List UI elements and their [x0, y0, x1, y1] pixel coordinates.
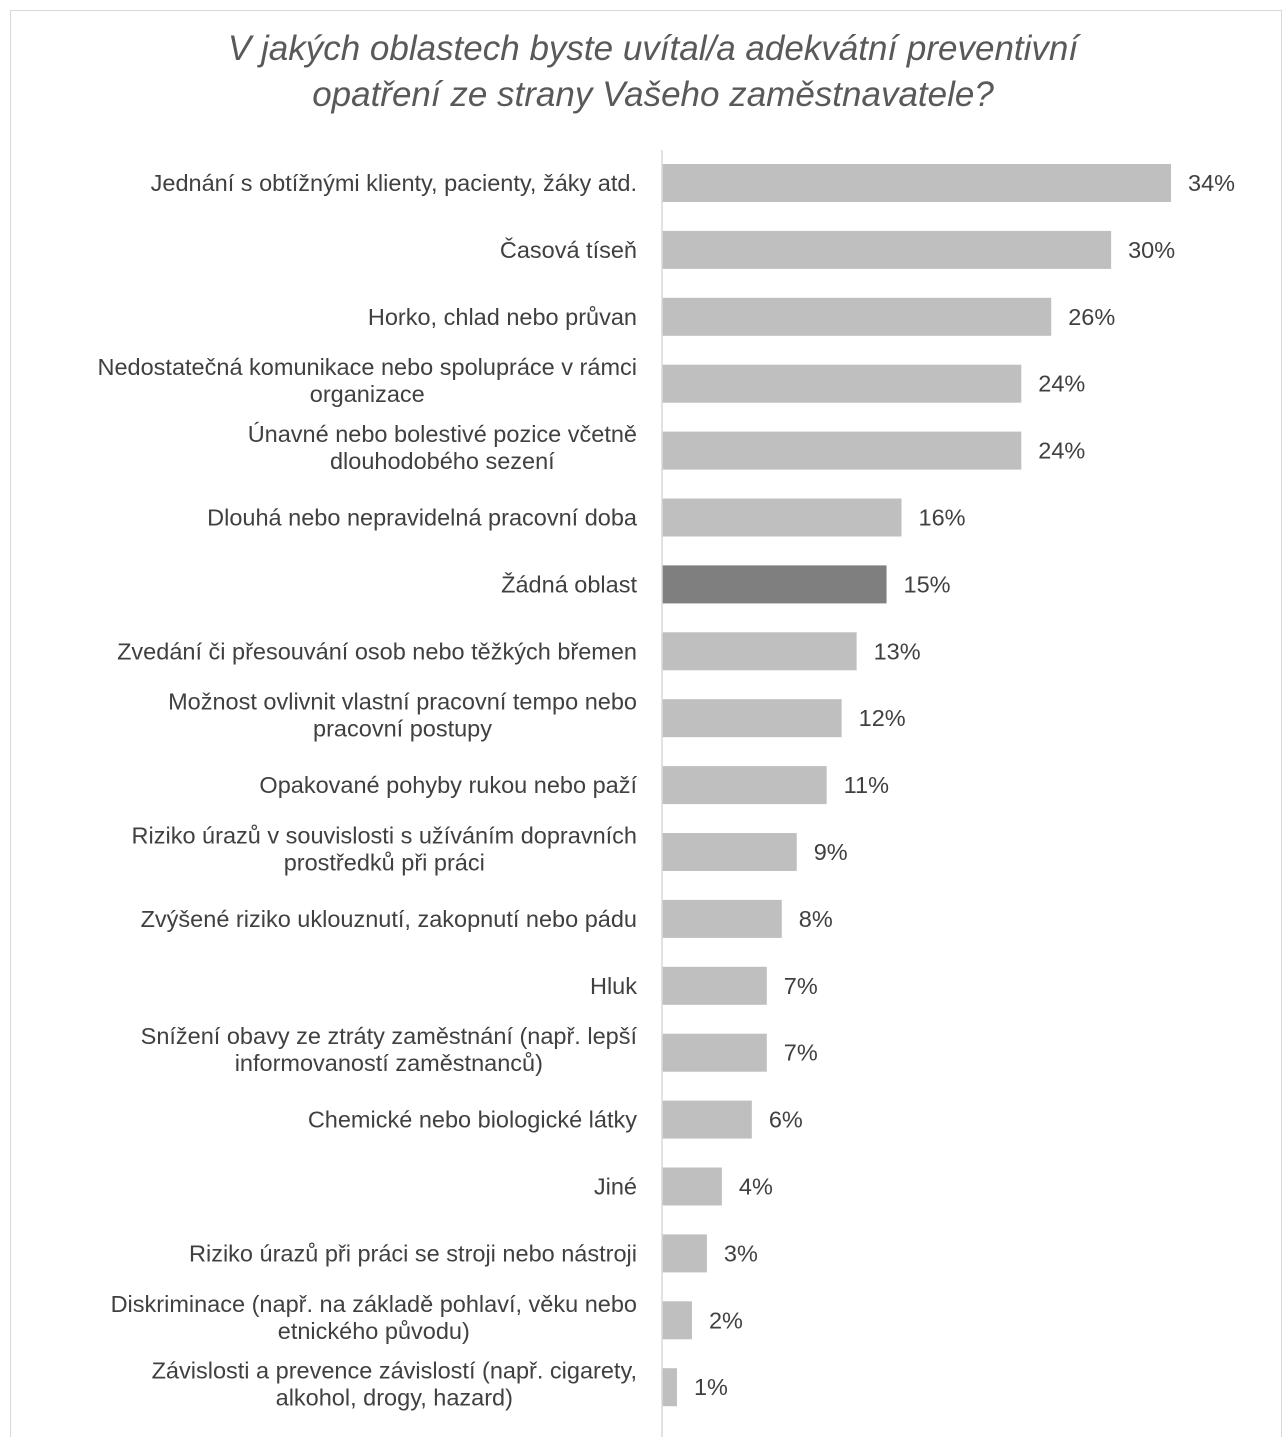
value-label-6: 15% — [904, 571, 951, 597]
value-label-16: 3% — [724, 1240, 758, 1266]
value-label-13: 7% — [784, 1040, 818, 1066]
bar-11 — [662, 900, 782, 938]
bar-7 — [662, 632, 857, 670]
bars-layer — [662, 164, 1171, 1406]
category-label-13-line-0: Snížení obavy ze ztráty zaměstnání (např… — [141, 1023, 638, 1049]
value-label-15: 4% — [739, 1174, 773, 1200]
bar-6 — [662, 565, 887, 603]
value-label-9: 11% — [844, 772, 889, 798]
bar-3 — [662, 365, 1021, 403]
value-label-18: 1% — [694, 1374, 728, 1400]
bar-18 — [662, 1368, 677, 1406]
category-label-3-line-1: organizace — [310, 381, 425, 407]
category-labels: Jednání s obtížnými klienty, pacienty, ž… — [98, 170, 638, 1411]
category-label-3-line-0: Nedostatečná komunikace nebo spolupráce … — [98, 354, 638, 380]
value-label-8: 12% — [859, 705, 906, 731]
category-label-13-line-1: informovaností zaměstnanců) — [235, 1050, 543, 1076]
value-label-10: 9% — [814, 839, 848, 865]
category-label-10-line-1: prostředků při práci — [284, 850, 485, 876]
category-label-17-line-0: Diskriminace (např. na základě pohlaví, … — [111, 1291, 637, 1317]
category-label-1: Časová tíseň — [500, 236, 637, 263]
category-label-16: Riziko úrazů při práci se stroji nebo ná… — [189, 1240, 637, 1266]
value-label-1: 30% — [1128, 237, 1175, 263]
bar-15 — [662, 1168, 722, 1206]
value-label-11: 8% — [799, 906, 833, 932]
category-label-14: Chemické nebo biologické látky — [308, 1107, 637, 1133]
category-label-17-line-1: etnického původu) — [278, 1318, 470, 1344]
value-label-17: 2% — [709, 1307, 743, 1333]
bar-10 — [662, 833, 797, 871]
value-label-7: 13% — [874, 638, 921, 664]
category-label-8-line-1: pracovní postupy — [313, 716, 492, 742]
bar-4 — [662, 432, 1021, 470]
category-label-6: Žádná oblast — [501, 571, 637, 597]
bar-8 — [662, 699, 842, 737]
bar-1 — [662, 231, 1111, 269]
category-label-2: Horko, chlad nebo průvan — [368, 304, 637, 330]
value-label-2: 26% — [1068, 304, 1115, 330]
bar-0 — [662, 164, 1171, 202]
bar-16 — [662, 1234, 707, 1272]
value-label-5: 16% — [919, 505, 966, 531]
category-label-18-line-1: alkohol, drogy, hazard) — [276, 1385, 513, 1411]
bar-13 — [662, 1034, 767, 1072]
bar-9 — [662, 766, 827, 804]
category-label-15: Jiné — [594, 1174, 637, 1200]
bar-2 — [662, 298, 1051, 336]
category-label-4-line-0: Únavné nebo bolestivé pozice včetně — [248, 421, 637, 447]
value-label-0: 34% — [1188, 170, 1235, 196]
bar-5 — [662, 499, 902, 537]
value-label-14: 6% — [769, 1107, 803, 1133]
category-label-11: Zvýšené riziko uklouznutí, zakopnutí neb… — [141, 906, 637, 932]
category-label-18-line-0: Závislosti a prevence závislostí (např. … — [152, 1358, 637, 1384]
value-label-3: 24% — [1038, 371, 1085, 397]
bar-12 — [662, 967, 767, 1005]
category-label-9: Opakované pohyby rukou nebo paží — [259, 772, 637, 798]
category-label-7: Zvedání či přesouvání osob nebo těžkých … — [117, 638, 637, 664]
bar-17 — [662, 1301, 692, 1339]
category-label-4-line-1: dlouhodobého sezení — [330, 448, 555, 474]
category-label-8-line-0: Možnost ovlivnit vlastní pracovní tempo … — [168, 689, 637, 715]
value-label-4: 24% — [1038, 438, 1085, 464]
category-label-5: Dlouhá nebo nepravidelná pracovní doba — [207, 505, 638, 531]
category-label-10-line-0: Riziko úrazů v souvislosti s užíváním do… — [132, 823, 637, 849]
category-label-0: Jednání s obtížnými klienty, pacienty, ž… — [151, 170, 637, 196]
value-label-12: 7% — [784, 973, 818, 999]
bar-14 — [662, 1101, 752, 1139]
category-label-12: Hluk — [590, 973, 637, 999]
